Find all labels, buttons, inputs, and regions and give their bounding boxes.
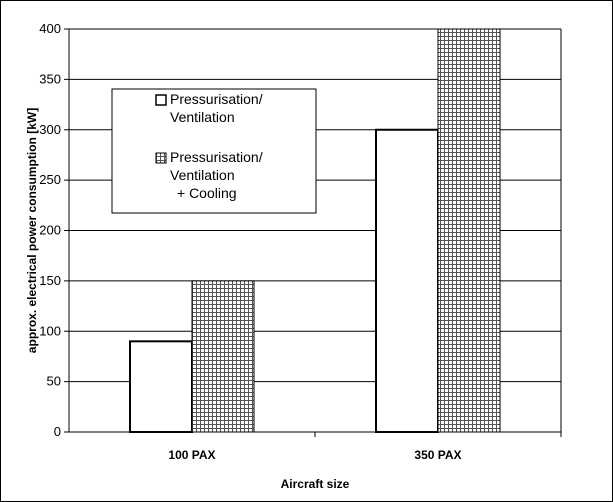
- bars: [129, 28, 501, 434]
- y-tick-label: 50: [47, 374, 61, 389]
- legend-label: Pressurisation/: [170, 91, 263, 107]
- y-tick-label: 150: [39, 273, 61, 288]
- y-tick-labels: 0 50 100 150 200 250 300 350 400: [39, 21, 61, 439]
- legend-swatch-2: [155, 152, 167, 164]
- y-tick-label: 400: [39, 21, 61, 36]
- bar-2-350-pax: [437, 28, 501, 433]
- y-tick-label: 250: [39, 172, 61, 187]
- x-tick-label: 350 PAX: [414, 448, 461, 462]
- legend-label: Ventilation: [170, 109, 235, 125]
- bar-1-100-pax: [129, 340, 193, 434]
- y-tick-label: 100: [39, 323, 61, 338]
- legend-label: Ventilation: [170, 167, 235, 183]
- legend: Pressurisation/Ventilation Pressurisation…: [111, 88, 317, 214]
- bar-1-350-pax: [375, 128, 439, 433]
- legend-label: Pressurisation/: [170, 149, 263, 165]
- y-tick-label: 300: [39, 122, 61, 137]
- y-axis-title: approx. electrical power consumption [kW…: [25, 108, 39, 353]
- legend-box: [111, 88, 317, 214]
- legend-swatch-1: [155, 94, 167, 106]
- x-axis-title: Aircraft size: [281, 477, 350, 491]
- y-tick-label: 200: [39, 223, 61, 238]
- y-tick-label: 0: [54, 424, 61, 439]
- axes: [64, 28, 562, 437]
- y-tick-label: 350: [39, 71, 61, 86]
- legend-label: + Cooling: [177, 185, 237, 201]
- x-tick-label: 100 PAX: [168, 448, 215, 462]
- x-tick-labels: 100 PAX 350 PAX: [168, 448, 461, 462]
- bar-2-100-pax: [191, 280, 255, 433]
